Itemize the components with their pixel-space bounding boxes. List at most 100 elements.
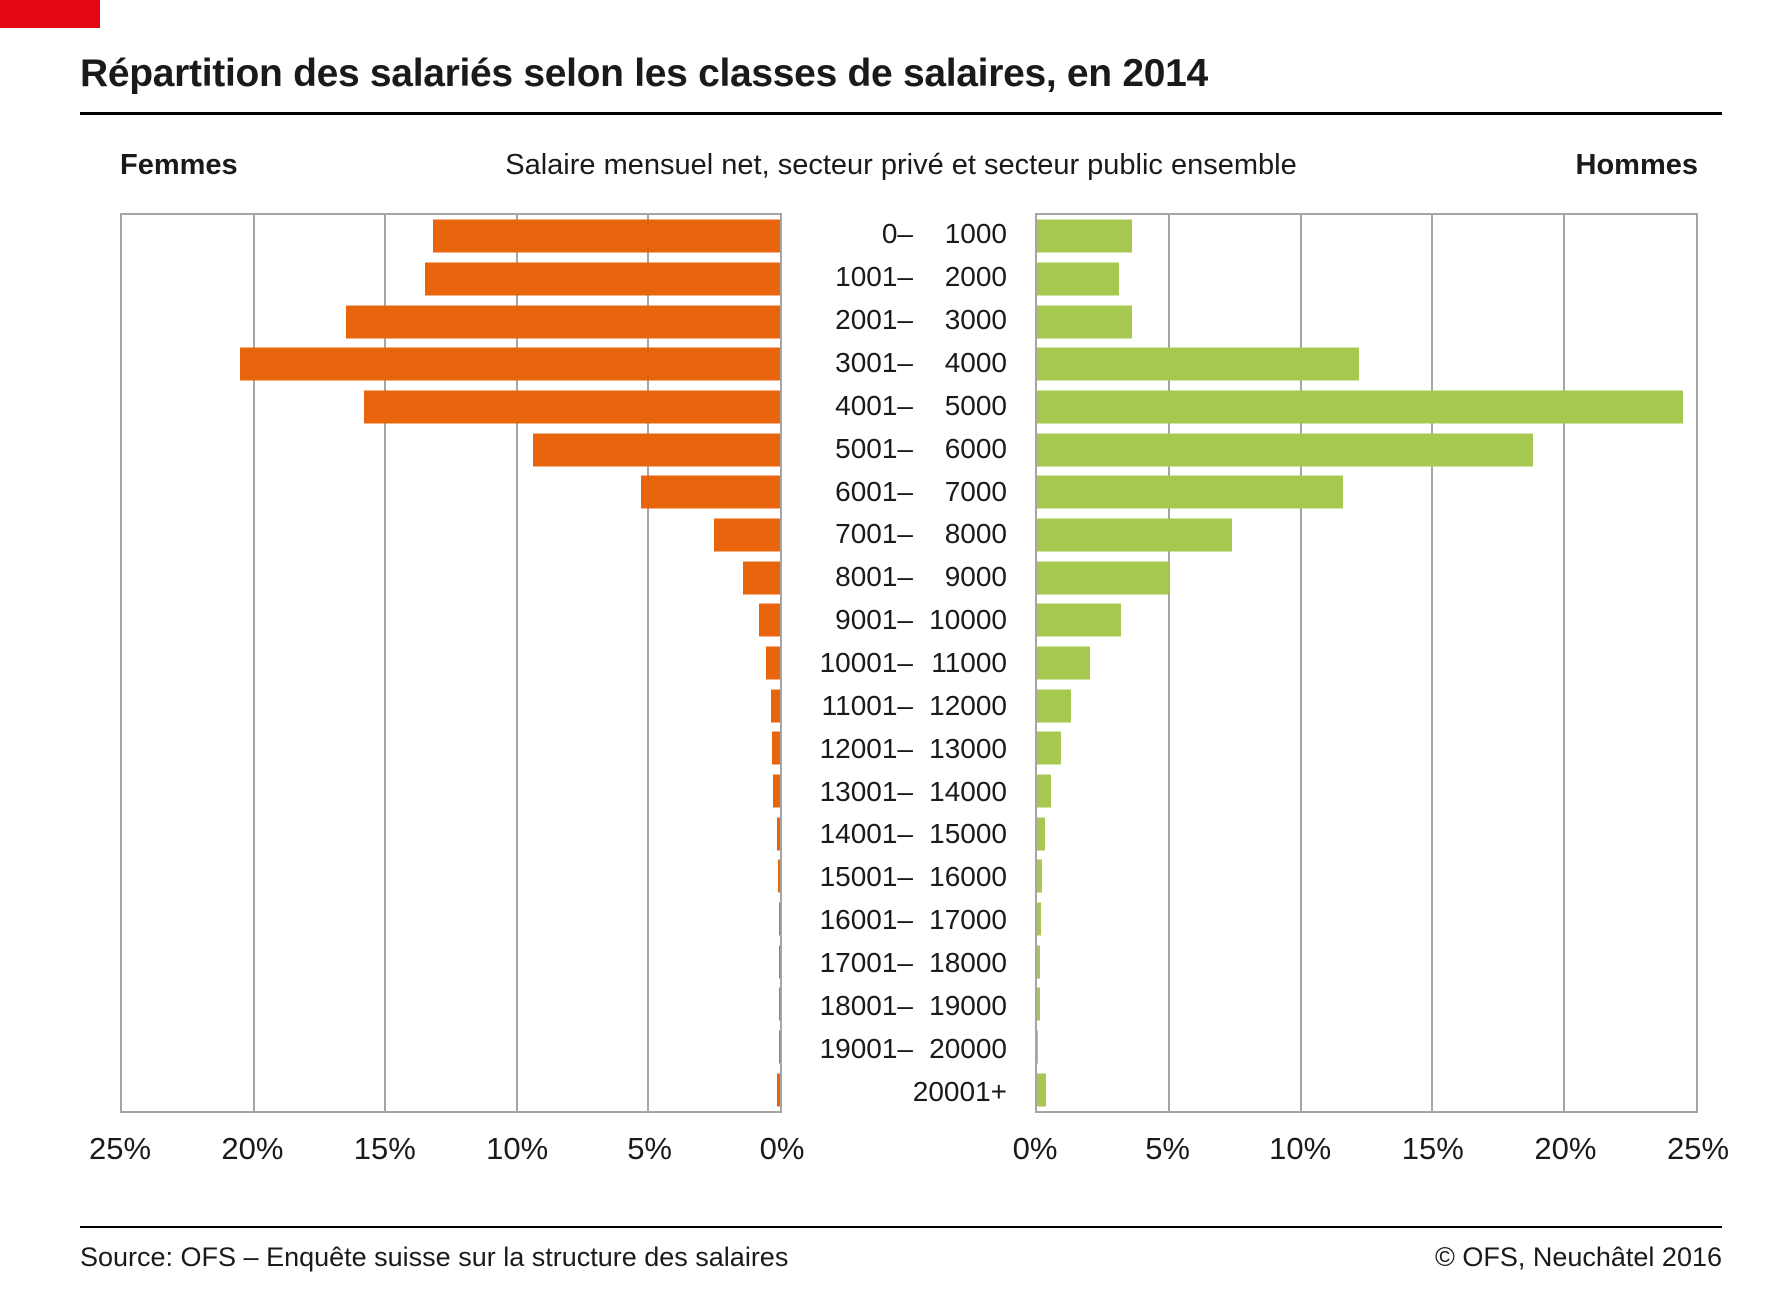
bar-row — [122, 812, 780, 855]
bar-row — [1037, 215, 1696, 258]
bar-row — [122, 1026, 780, 1069]
category-lower-bound: 13001– — [819, 775, 913, 807]
hommes-bar-18001–19000 — [1037, 987, 1040, 1021]
femmes-bar-7001–8000 — [714, 518, 780, 552]
bar-row — [1037, 428, 1696, 471]
category-upper-bound: 16000 — [929, 861, 1007, 893]
hommes-bar-14001–15000 — [1037, 817, 1045, 851]
category-upper-bound: 15000 — [929, 818, 1007, 850]
axis-tick-label: 10% — [1269, 1131, 1332, 1166]
category-lower-bound: 15001– — [819, 861, 913, 893]
hommes-plot-area — [1035, 213, 1698, 1113]
category-lower-bound: 6001– — [835, 475, 913, 507]
hommes-bar-19001–20000 — [1037, 1030, 1039, 1064]
bar-row — [122, 514, 780, 557]
category-lower-bound: 7001– — [835, 518, 913, 550]
category-label: 7001– 8000 — [782, 513, 1035, 556]
category-label: 19001– 20000 — [782, 1027, 1035, 1070]
category-label: 17001– 18000 — [782, 942, 1035, 985]
femmes-bar-11001–12000 — [770, 689, 780, 723]
category-upper-bound: 17000 — [929, 904, 1007, 936]
axis-tick-label: 20% — [1534, 1131, 1597, 1166]
gridline — [1431, 215, 1434, 1111]
category-upper-bound: 2000 — [944, 261, 1007, 293]
femmes-bar-20001+ — [777, 1073, 780, 1107]
bar-row — [1037, 684, 1696, 727]
category-lower-bound: 8001– — [835, 561, 913, 593]
category-lower-bound: 18001– — [819, 989, 913, 1021]
femmes-bar-19001–20000 — [779, 1030, 780, 1064]
axis-tick-label: 0% — [1012, 1131, 1058, 1166]
category-upper-bound: 9000 — [944, 561, 1007, 593]
femmes-bar-12001–13000 — [772, 731, 780, 765]
category-label: 15001– 16000 — [782, 856, 1035, 899]
bar-row — [1037, 983, 1696, 1026]
bar-row — [122, 386, 780, 429]
hommes-label: Hommes — [1575, 149, 1699, 181]
bar-row — [122, 599, 780, 642]
category-label: 9001– 10000 — [782, 599, 1035, 642]
bar-row — [1037, 556, 1696, 599]
axis-tick-label: 5% — [627, 1131, 672, 1166]
category-upper-bound: 18000 — [929, 947, 1007, 979]
category-label: 20001+ — [782, 1070, 1035, 1113]
femmes-bar-17001–18000 — [778, 945, 780, 979]
category-upper-bound: 14000 — [929, 775, 1007, 807]
hommes-bar-6001–7000 — [1037, 475, 1343, 509]
bar-row — [1037, 599, 1696, 642]
bar-row — [1037, 940, 1696, 983]
femmes-bar-14001–15000 — [776, 817, 780, 851]
page-title: Répartition des salariés selon les class… — [80, 52, 1208, 95]
category-upper-bound: 19000 — [929, 989, 1007, 1021]
footer-divider — [80, 1226, 1722, 1228]
category-label: 8001– 9000 — [782, 556, 1035, 599]
bar-row — [1037, 770, 1696, 813]
category-label: 18001– 19000 — [782, 984, 1035, 1027]
bar-row — [122, 471, 780, 514]
category-lower-bound: 1001– — [835, 261, 913, 293]
hommes-bar-12001–13000 — [1037, 731, 1061, 765]
bar-row — [122, 642, 780, 685]
category-lower-bound: 5001– — [835, 432, 913, 464]
axis-tick-label: 25% — [88, 1131, 152, 1166]
hommes-bar-9001–10000 — [1037, 603, 1122, 637]
category-label: 0– 1000 — [782, 213, 1035, 256]
chart-header-row: Femmes Salaire mensuel net, secteur priv… — [80, 149, 1722, 189]
hommes-bar-8001–9000 — [1037, 561, 1169, 595]
category-lower-bound: 14001– — [819, 818, 913, 850]
femmes-bar-15001–16000 — [777, 859, 780, 893]
bar-row — [122, 684, 780, 727]
category-upper-bound: 6000 — [944, 432, 1007, 464]
gridline — [252, 215, 255, 1111]
femmes-bar-16001–17000 — [778, 902, 780, 936]
category-upper-bound: 7000 — [944, 475, 1007, 507]
source-note: Source: OFS – Enquête suisse sur la stru… — [80, 1242, 789, 1272]
category-lower-bound: 12001– — [819, 732, 913, 764]
hommes-bar-7001–8000 — [1037, 518, 1233, 552]
axis-tick-label: 0% — [759, 1131, 805, 1166]
bar-row — [122, 215, 780, 258]
hommes-bar-1001–2000 — [1037, 262, 1119, 296]
category-label: 1001– 2000 — [782, 256, 1035, 299]
category-open-ended: 20001+ — [912, 1075, 1007, 1107]
bar-row — [122, 898, 780, 941]
bar-row — [1037, 1068, 1696, 1111]
pyramid-chart: 0% 5% 10% 15% 20% 25% 0– 1000 1001– 2000 2001– 300… — [89, 213, 1729, 1179]
bar-row — [122, 983, 780, 1026]
category-upper-bound: 5000 — [944, 389, 1007, 421]
femmes-bar-18001–19000 — [778, 987, 780, 1021]
chart-footer: Source: OFS – Enquête suisse sur la stru… — [80, 1226, 1722, 1273]
hommes-bar-15001–16000 — [1037, 859, 1043, 893]
chart-subtitle: Salaire mensuel net, secteur privé et se… — [505, 149, 1297, 181]
femmes-bar-13001–14000 — [773, 774, 780, 808]
bar-row — [1037, 514, 1696, 557]
category-label: 16001– 17000 — [782, 899, 1035, 942]
category-upper-bound: 10000 — [929, 604, 1007, 636]
femmes-bar-8001–9000 — [743, 561, 780, 595]
category-label: 6001– 7000 — [782, 470, 1035, 513]
category-label: 3001– 4000 — [782, 342, 1035, 385]
hommes-bar-rows — [1037, 215, 1696, 1111]
category-lower-bound: 19001– — [819, 1032, 913, 1064]
category-lower-bound: 10001– — [819, 647, 913, 679]
category-lower-bound: 2001– — [835, 304, 913, 336]
